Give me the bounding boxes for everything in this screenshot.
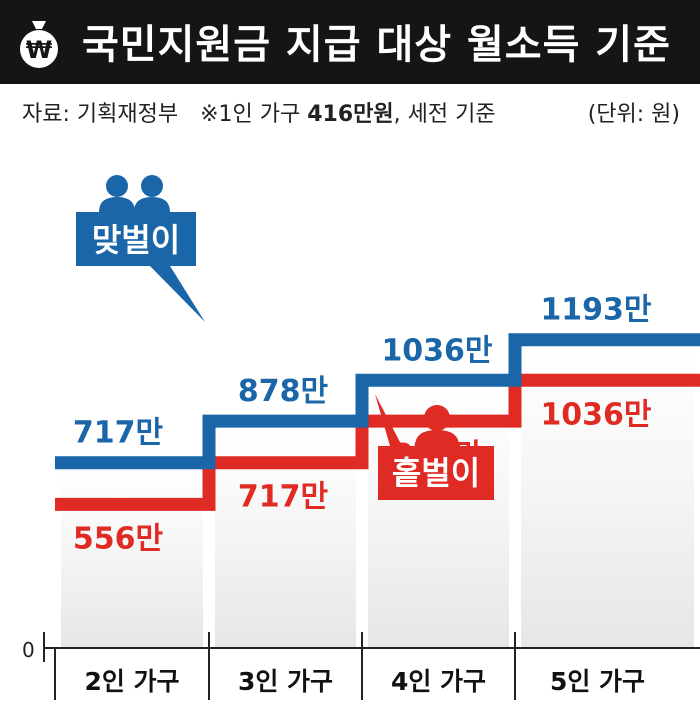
legend-callout-single: 홑벌이 — [375, 394, 494, 500]
value-label: 1036만 — [381, 333, 492, 368]
value-label: 878만 — [238, 374, 329, 409]
note-suffix: , 세전 기준 — [393, 102, 496, 127]
person-icon — [415, 405, 459, 446]
legend-label-single: 홑벌이 — [392, 454, 480, 492]
won-money-bag-icon: ₩ — [20, 21, 58, 68]
legend-callout-dual: 맞벌이 — [76, 175, 205, 322]
note-prefix: ※1인 가구 — [200, 102, 308, 127]
series-line-single — [55, 373, 700, 511]
two-people-icon — [99, 175, 170, 212]
callout-bubble — [76, 212, 205, 322]
category-label: 5인 가구 — [550, 667, 645, 696]
svg-text:₩: ₩ — [26, 36, 53, 64]
legend-label-dual: 맞벌이 — [92, 221, 180, 259]
series-line-dual — [55, 333, 700, 470]
value-label: 717만 — [238, 480, 329, 515]
value-label: 1193만 — [540, 293, 651, 328]
callout-bubble — [375, 394, 494, 500]
source-label: 자료: 기획재정부 — [22, 102, 179, 127]
category-label: 4인 가구 — [391, 667, 486, 696]
source-line: 자료: 기획재정부 ※1인 가구 416만원, 세전 기준 — [22, 96, 496, 128]
unit-label: (단위: 원) — [587, 102, 680, 127]
category-label: 2인 가구 — [84, 667, 179, 696]
y-axis-zero-label: 0 — [22, 638, 35, 662]
category-column-bg — [521, 347, 694, 648]
value-label: 1036만 — [540, 397, 651, 432]
value-label: 556만 — [73, 521, 164, 556]
category-column-bg — [61, 470, 203, 648]
chart-title: 국민지원금 지급 대상 월소득 기준 — [82, 22, 671, 68]
title-bar: ₩ 국민지원금 지급 대상 월소득 기준 — [0, 0, 700, 84]
note-highlight: 416만원 — [307, 102, 394, 127]
value-label: 717만 — [73, 416, 164, 451]
category-label: 3인 가구 — [238, 667, 333, 696]
